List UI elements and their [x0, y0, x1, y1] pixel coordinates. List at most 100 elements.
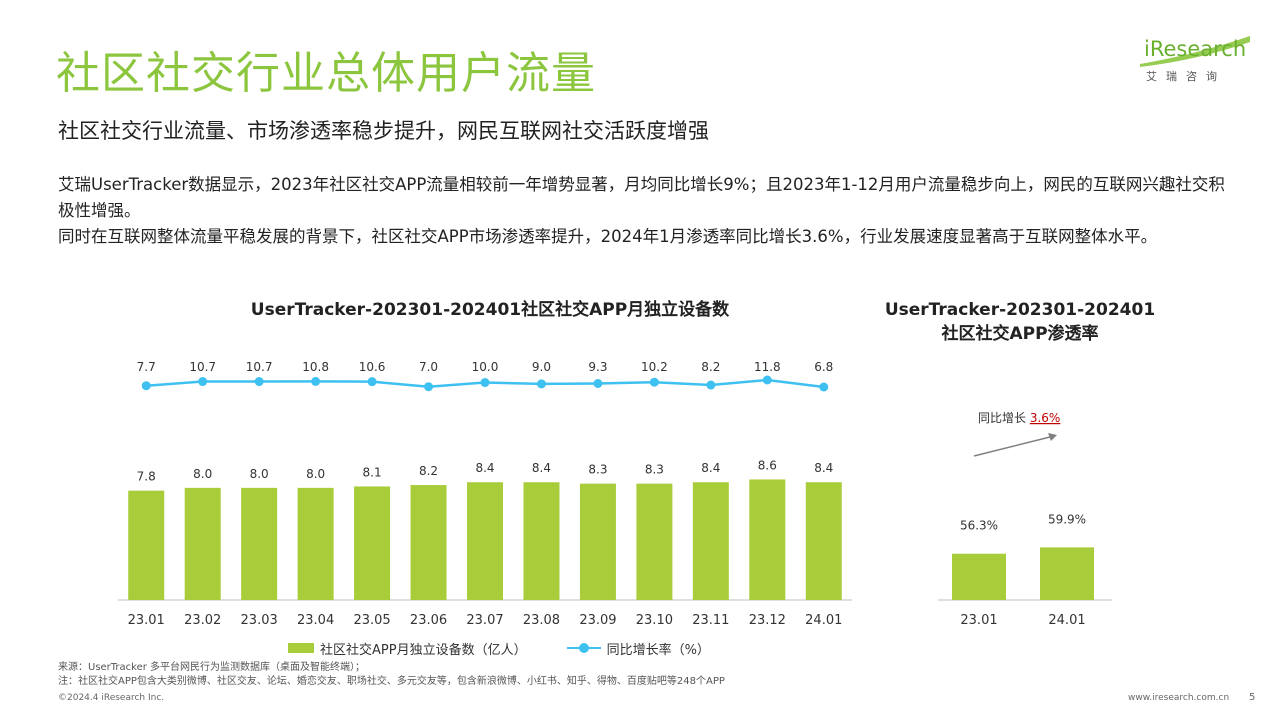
- growth-arrow: [973, 436, 1051, 457]
- x-tick-label: 23.09: [579, 613, 616, 628]
- bar-value-label: 8.0: [250, 467, 269, 481]
- bar-value-label: 8.3: [645, 463, 664, 477]
- page-number: 5: [1249, 692, 1256, 703]
- x-tick-label: 24.01: [1048, 613, 1085, 628]
- growth-point: [819, 382, 829, 392]
- bar: [467, 482, 503, 600]
- bar-value-label: 8.4: [701, 461, 720, 475]
- growth-point: [762, 375, 772, 385]
- body-text: 艾瑞UserTracker数据显示，2023年社区社交APP流量相较前一年增势显…: [58, 172, 1228, 250]
- growth-point: [480, 378, 490, 388]
- bar-value-label: 8.4: [814, 461, 833, 475]
- growth-point: [424, 382, 434, 392]
- x-tick-label: 23.04: [297, 613, 334, 628]
- bar-value-label: 8.2: [419, 464, 438, 478]
- bar-value-label: 8.0: [193, 467, 212, 481]
- x-tick-label: 23.08: [523, 613, 560, 628]
- bar: [410, 485, 447, 600]
- x-tick-label: 23.05: [353, 613, 390, 628]
- growth-value-label: 9.3: [588, 360, 607, 374]
- x-tick-label: 23.07: [466, 613, 503, 628]
- bar-value-label: 56.3%: [960, 519, 998, 533]
- bar-value-label: 8.0: [306, 467, 325, 481]
- growth-point: [536, 379, 546, 389]
- devices-chart: 7.8 23.01 8.0 23.02 8.0 23.03 8.0 23.04 8.1 23.05…: [118, 360, 852, 628]
- bar: [184, 487, 221, 600]
- bar: [952, 553, 1006, 600]
- bar-value-label: 59.9%: [1048, 512, 1086, 526]
- growth-value-label: 7.7: [137, 360, 156, 374]
- growth-value-label: 7.0: [419, 360, 438, 374]
- growth-value-label: 9.0: [532, 360, 551, 374]
- bar-value-label: 8.4: [475, 461, 494, 475]
- growth-value-label: 10.0: [472, 360, 499, 374]
- legend-line-label: 同比增长率（%）: [606, 642, 710, 658]
- growth-point: [254, 377, 264, 387]
- growth-point: [198, 377, 208, 387]
- growth-point: [593, 379, 603, 388]
- legend-line-swatch: [566, 642, 601, 654]
- bar: [354, 486, 391, 600]
- growth-value-label: 6.8: [814, 360, 833, 374]
- growth-annotation: 同比增长 3.6%: [978, 411, 1060, 425]
- growth-value-label: 10.8: [302, 360, 329, 374]
- growth-value-label: 11.8: [754, 360, 781, 374]
- annotation-label: 同比增长: [978, 411, 1030, 425]
- x-tick-label: 23.12: [749, 613, 786, 628]
- x-tick-label: 23.02: [184, 613, 221, 628]
- bar-value-label: 8.6: [758, 458, 777, 472]
- growth-point: [141, 381, 151, 391]
- body-paragraph-2: 同时在互联网整体流量平稳发展的背景下，社区社交APP市场渗透率提升，2024年1…: [58, 227, 1158, 246]
- logo-swoosh-icon: [1140, 36, 1250, 67]
- x-tick-label: 23.01: [128, 613, 165, 628]
- growth-value-label: 10.7: [246, 360, 273, 374]
- growth-value-label: 10.2: [641, 360, 668, 374]
- logo-wordmark: iResearch: [1144, 37, 1247, 61]
- footer-copyright: ©2024.4 iResearch Inc.: [58, 693, 165, 703]
- penetration-chart: 56.3% 23.01 59.9% 24.01 同比增长 3.6%: [938, 411, 1112, 628]
- growth-value-label: 8.2: [701, 360, 720, 374]
- x-tick-label: 23.11: [692, 613, 729, 628]
- logo-chinese: 艾瑞咨询: [1146, 70, 1226, 83]
- arrow-head-icon: [1048, 433, 1057, 441]
- bar-value-label: 7.8: [137, 470, 156, 484]
- bar: [749, 479, 786, 600]
- footer-note: 注：社区社交APP包含大类别微博、社区交友、论坛、婚恋交友、职场社交、多元交友等…: [58, 676, 725, 687]
- bar: [297, 487, 334, 600]
- chart-title-devices: UserTracker-202301-202401社区社交APP月独立设备数: [250, 300, 730, 320]
- growth-point: [311, 376, 321, 386]
- bar-value-label: 8.3: [588, 463, 607, 477]
- growth-value-label: 10.6: [359, 360, 386, 374]
- footer-notes: 来源：UserTracker 多平台网民行为监测数据库（桌面及智能终端）； 注：…: [58, 661, 725, 689]
- x-tick-label: 23.10: [636, 613, 673, 628]
- growth-point: [367, 377, 377, 387]
- bar-value-label: 8.1: [363, 465, 382, 479]
- bar: [1040, 547, 1094, 600]
- growth-point: [649, 377, 659, 387]
- page-title: 社区社交行业总体用户流量: [56, 48, 596, 99]
- x-tick-label: 23.06: [410, 613, 447, 628]
- annotation-value: 3.6%: [1030, 411, 1061, 425]
- bar: [805, 482, 842, 600]
- x-tick-label: 24.01: [805, 613, 842, 628]
- legend-bar-label: 社区社交APP月独立设备数（亿人）: [320, 642, 527, 658]
- bar: [636, 483, 673, 600]
- bar: [241, 487, 278, 600]
- bar: [692, 482, 729, 600]
- chart-title-penetration: UserTracker-202301-202401 社区社交APP渗透率: [884, 300, 1156, 344]
- bar: [523, 482, 560, 600]
- footer-source: 来源：UserTracker 多平台网民行为监测数据库（桌面及智能终端）；: [58, 662, 366, 673]
- chart-legend: 社区社交APP月独立设备数（亿人） 同比增长率（%）: [288, 638, 710, 658]
- body-paragraph-1: 艾瑞UserTracker数据显示，2023年社区社交APP流量相较前一年增势显…: [58, 175, 1225, 220]
- page-subtitle: 社区社交行业流量、市场渗透率稳步提升，网民互联网社交活跃度增强: [58, 119, 709, 143]
- footer-url: www.iresearch.com.cn: [1128, 693, 1230, 703]
- bar: [128, 490, 165, 600]
- growth-value-label: 10.7: [189, 360, 216, 374]
- legend-bar-swatch: [288, 643, 314, 653]
- x-tick-label: 23.01: [960, 613, 997, 628]
- growth-point: [706, 380, 716, 390]
- x-tick-label: 23.03: [241, 613, 278, 628]
- iresearch-logo: iResearch 艾瑞咨询: [1138, 34, 1254, 90]
- bar: [579, 483, 616, 600]
- bar-value-label: 8.4: [532, 461, 551, 475]
